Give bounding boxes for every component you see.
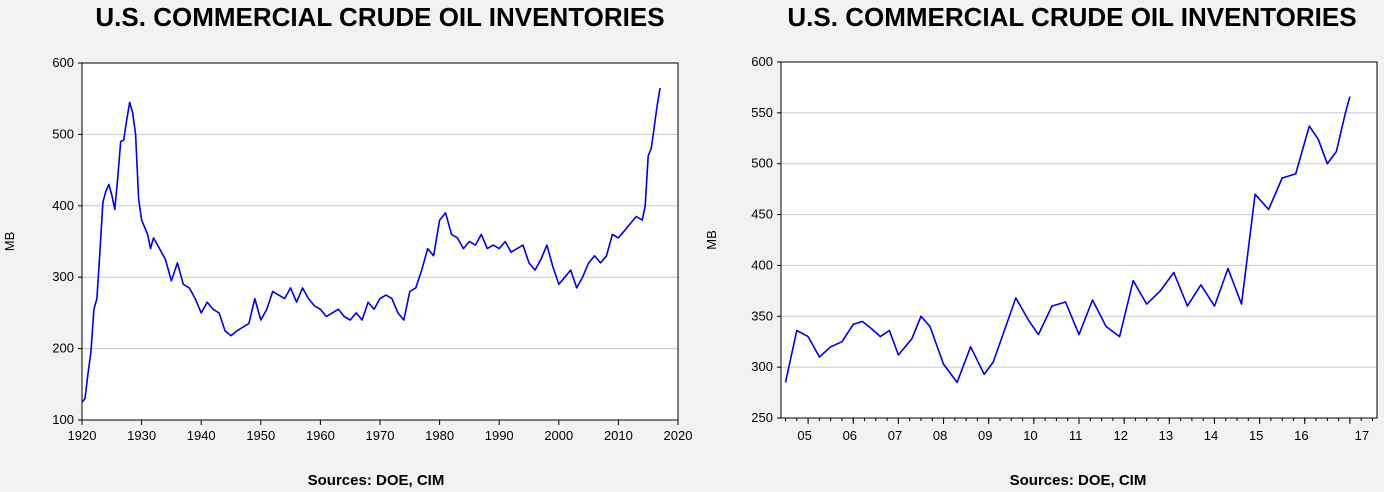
y-tick-label: 250 <box>751 410 773 425</box>
y-tick-label: 500 <box>751 156 773 171</box>
plot-frame <box>81 62 679 421</box>
series-line <box>784 96 1351 384</box>
x-tick-label: 13 <box>1159 428 1173 443</box>
x-tick-label: 10 <box>1023 428 1037 443</box>
x-tick-label: 1940 <box>187 428 216 443</box>
y-tick-label: 300 <box>751 359 773 374</box>
y-axis-label: MB <box>704 230 719 250</box>
x-tick-label: 2010 <box>604 428 633 443</box>
y-axis-label: MB <box>2 232 17 252</box>
y-tick-label: 600 <box>751 54 773 69</box>
left-chart-svg: 100 200 300 400 500 600 1920 1930 1940 1950 1960 19… <box>2 55 693 443</box>
x-tick-label: 11 <box>1069 428 1083 443</box>
x-tick-label: 08 <box>933 428 947 443</box>
x-tick-label: 1930 <box>127 428 156 443</box>
x-tick-label: 1960 <box>306 428 335 443</box>
y-tick-label: 100 <box>52 412 74 427</box>
x-tick-label: 05 <box>797 428 811 443</box>
x-tick-label: 09 <box>978 428 992 443</box>
right-chart-source: Sources: DOE, CIM <box>1009 472 1147 489</box>
right-chart-title: U.S. COMMERCIAL CRUDE OIL INVENTORIES <box>787 2 1357 32</box>
x-tick-label: 06 <box>843 428 857 443</box>
x-tick-label: 15 <box>1249 428 1263 443</box>
x-tick-label: 1970 <box>366 428 395 443</box>
series-line <box>81 87 661 403</box>
x-tick-label: 1950 <box>246 428 275 443</box>
left-chart-panel: U.S. COMMERCIAL CRUDE OIL INVENTORIES 10… <box>2 2 693 489</box>
plot-frame <box>780 61 1378 419</box>
x-tick-label: 1980 <box>425 428 454 443</box>
y-tick-label: 500 <box>52 126 74 141</box>
y-tick-label: 600 <box>52 55 74 70</box>
x-tick-label: 2020 <box>664 428 693 443</box>
y-tick-label: 550 <box>751 105 773 120</box>
plot-area <box>82 63 678 420</box>
x-tick-label: 07 <box>888 428 902 443</box>
x-tick-label: 2000 <box>544 428 573 443</box>
x-tick-label: 1990 <box>485 428 514 443</box>
right-chart-svg: 250 300 350 400 450 500 550 600 05 06 07 08 09 10 11 12… <box>704 54 1378 443</box>
y-tick-label: 450 <box>751 207 773 222</box>
left-chart-source: Sources: DOE, CIM <box>307 472 445 489</box>
right-chart-panel: U.S. COMMERCIAL CRUDE OIL INVENTORIES 25… <box>692 0 1384 492</box>
x-tick-label: 16 <box>1294 428 1308 443</box>
y-tick-label: 400 <box>751 257 773 272</box>
left-chart-title: U.S. COMMERCIAL CRUDE OIL INVENTORIES <box>95 2 665 32</box>
x-tick-label: 12 <box>1113 428 1127 443</box>
y-tick-label: 300 <box>52 269 74 284</box>
y-tick-label: 350 <box>751 308 773 323</box>
y-tick-label: 400 <box>52 198 74 213</box>
x-tick-label: 14 <box>1204 428 1218 443</box>
plot-area <box>781 62 1377 418</box>
x-tick-label: 1920 <box>68 428 97 443</box>
x-tick-label: 17 <box>1355 428 1369 443</box>
y-tick-label: 200 <box>52 341 74 356</box>
